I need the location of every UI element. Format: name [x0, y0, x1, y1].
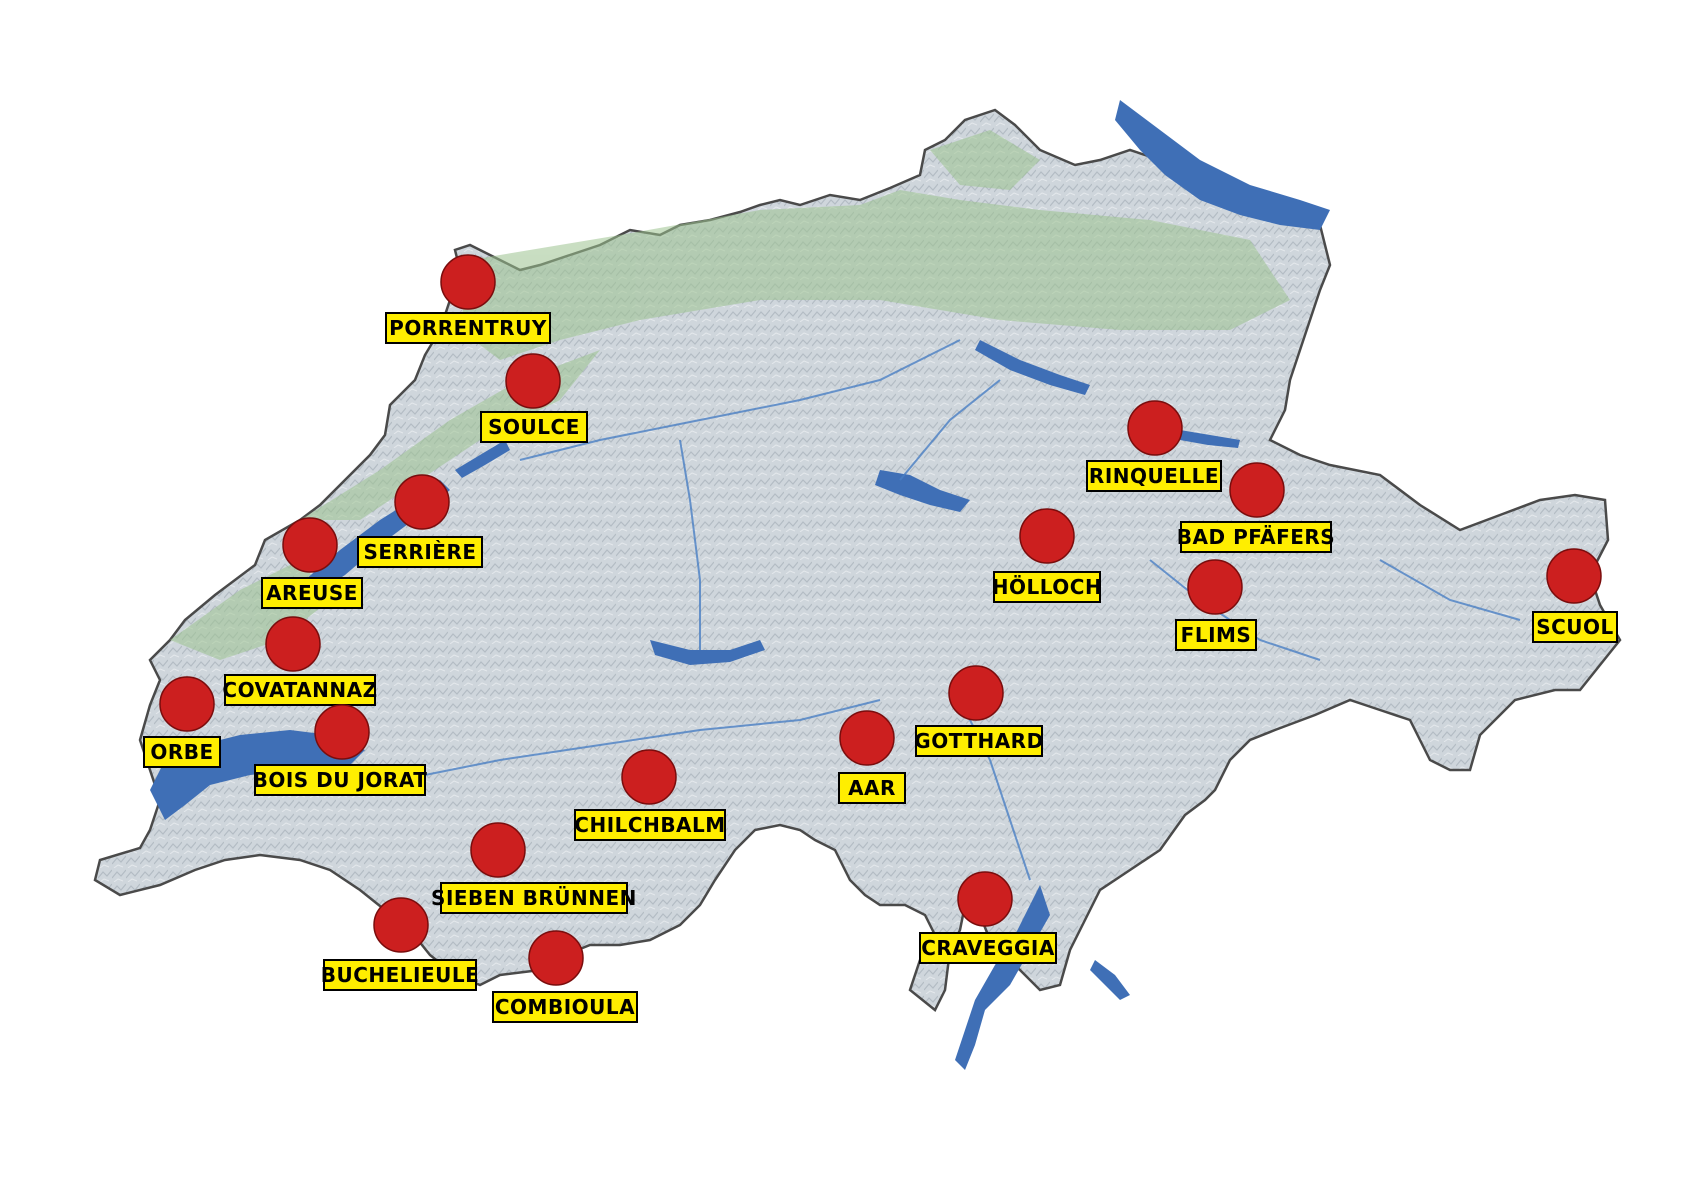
marker-dot[interactable]	[159, 676, 215, 732]
marker-dot[interactable]	[1187, 559, 1243, 615]
marker-label: BUCHELIEULE	[321, 963, 480, 987]
marker-dot[interactable]	[282, 517, 338, 573]
marker-dot[interactable]	[528, 930, 584, 986]
marker-label-box	[480, 411, 588, 443]
marker-label: ORBE	[150, 740, 213, 764]
marker-label-box	[1086, 460, 1222, 492]
lake-maggiore	[955, 885, 1050, 1070]
marker-label-box	[915, 725, 1043, 757]
marker-porrentruy[interactable]: PORRENTRUY	[385, 254, 551, 344]
marker-label: HÖLLOCH	[992, 575, 1102, 599]
marker-label-box	[1175, 619, 1257, 651]
marker-rinquelle[interactable]: RINQUELLE	[1086, 400, 1222, 492]
marker-label: GOTTHARD	[914, 729, 1043, 753]
marker-label-box	[838, 772, 906, 804]
marker-dot[interactable]	[839, 710, 895, 766]
marker-label: FLIMS	[1181, 623, 1252, 647]
lake-biel	[455, 440, 510, 478]
marker-dot[interactable]	[505, 353, 561, 409]
marker-label-box	[357, 536, 483, 568]
marker-label: PORRENTRUY	[389, 316, 547, 340]
marker-label-box	[574, 809, 726, 841]
marker-orbe[interactable]: ORBE	[143, 676, 221, 768]
marker-dot[interactable]	[265, 616, 321, 672]
marker-label: BOIS DU JORAT	[253, 768, 428, 792]
marker-label-box	[993, 571, 1101, 603]
marker-flims[interactable]: FLIMS	[1175, 559, 1257, 651]
marker-label-box	[1180, 521, 1332, 553]
marker-label: SIEBEN BRÜNNEN	[431, 886, 637, 910]
marker-label: AREUSE	[266, 581, 358, 605]
marker-dot[interactable]	[1127, 400, 1183, 456]
lake-zurich	[975, 340, 1090, 395]
marker-dot[interactable]	[394, 474, 450, 530]
marker-label: SOULCE	[488, 415, 580, 439]
marker-buchelieule[interactable]: BUCHELIEULE	[321, 897, 480, 991]
marker-label-box	[492, 991, 638, 1023]
marker-areuse[interactable]: AREUSE	[261, 517, 363, 609]
marker-dot[interactable]	[1019, 508, 1075, 564]
lake-thun-brienz	[650, 640, 765, 665]
marker-dot[interactable]	[470, 822, 526, 878]
marker-label: AAR	[848, 776, 896, 800]
marker-serriere[interactable]: SERRIÈRE	[357, 474, 483, 568]
marker-holloch[interactable]: HÖLLOCH	[992, 508, 1102, 603]
marker-label: BAD PFÄFERS	[1177, 525, 1335, 549]
marker-soulce[interactable]: SOULCE	[480, 353, 588, 443]
marker-label: RINQUELLE	[1089, 464, 1219, 488]
marker-dot[interactable]	[373, 897, 429, 953]
marker-bois-du-jorat[interactable]: BOIS DU JORAT	[253, 704, 428, 796]
marker-aar[interactable]: AAR	[838, 710, 906, 804]
marker-scuol[interactable]: SCUOL	[1532, 548, 1618, 643]
marker-label-box	[440, 882, 628, 914]
marker-bad-pfafers[interactable]: BAD PFÄFERS	[1177, 462, 1335, 553]
rivers	[399, 339, 1521, 881]
lake-constance	[1115, 100, 1330, 230]
lake-walen	[1180, 430, 1240, 448]
marker-dot[interactable]	[957, 871, 1013, 927]
marker-label: COVATANNAZ	[222, 678, 377, 702]
marker-dot[interactable]	[621, 749, 677, 805]
marker-covatannaz[interactable]: COVATANNAZ	[222, 616, 377, 706]
marker-dot[interactable]	[1546, 548, 1602, 604]
marker-craveggia[interactable]: CRAVEGGIA	[919, 871, 1057, 964]
marker-label-box	[224, 674, 376, 706]
marker-label: CHILCHBALM	[574, 813, 725, 837]
marker-label-box	[1532, 611, 1618, 643]
marker-label: CRAVEGGIA	[921, 936, 1055, 960]
marker-label-box	[143, 736, 221, 768]
marker-dot[interactable]	[440, 254, 496, 310]
marker-sieben-brunnen[interactable]: SIEBEN BRÜNNEN	[431, 822, 637, 914]
marker-label-box	[254, 764, 426, 796]
lake-lucerne	[875, 470, 970, 512]
marker-gotthard[interactable]: GOTTHARD	[914, 665, 1043, 757]
marker-dot[interactable]	[948, 665, 1004, 721]
marker-chilchbalm[interactable]: CHILCHBALM	[574, 749, 726, 841]
marker-label: SCUOL	[1536, 615, 1614, 639]
marker-label: SERRIÈRE	[363, 540, 476, 564]
marker-label-box	[261, 577, 363, 609]
marker-dot[interactable]	[314, 704, 370, 760]
marker-label-box	[385, 312, 551, 344]
marker-combioula[interactable]: COMBIOULA	[492, 930, 638, 1023]
marker-label-box	[323, 959, 477, 991]
lake-lugano	[1090, 960, 1130, 1000]
marker-dot[interactable]	[1229, 462, 1285, 518]
marker-label-box	[919, 932, 1057, 964]
marker-label: COMBIOULA	[495, 995, 635, 1019]
